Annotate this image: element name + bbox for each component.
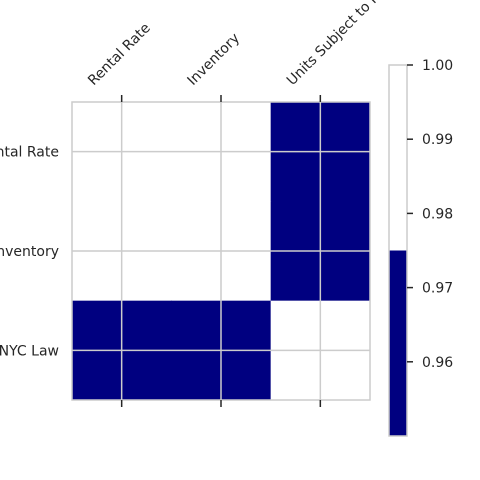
x-label-2: Units Subject to N: [284, 0, 384, 89]
x-label-0: Rental Rate: [85, 20, 154, 89]
heatmap-ticks: [120, 95, 322, 407]
colorbar-tick-label-2: 0.98: [422, 206, 453, 222]
colorbar-tick-label-3: 0.99: [422, 132, 453, 148]
colorbar: 0.96 0.97 0.98 0.99 1.00: [388, 58, 453, 437]
heatmap-gridlines: [72, 102, 370, 400]
x-label-1: Inventory: [185, 30, 244, 89]
x-axis-labels: Rental Rate Inventory Units Subject to N: [85, 0, 384, 89]
colorbar-high-segment: [389, 65, 407, 251]
colorbar-frame: [388, 64, 408, 437]
colorbar-tick-label-0: 0.96: [422, 355, 453, 371]
colorbar-tick-label-4: 1.00: [422, 58, 453, 74]
y-label-1: nventory: [0, 244, 59, 260]
y-label-0: ntal Rate: [0, 145, 59, 161]
y-label-2: NYC Law: [0, 343, 59, 359]
y-axis-labels: ntal Rate nventory NYC Law: [0, 145, 59, 360]
colorbar-tick-label-1: 0.97: [422, 281, 453, 297]
colorbar-low-segment: [389, 250, 407, 436]
